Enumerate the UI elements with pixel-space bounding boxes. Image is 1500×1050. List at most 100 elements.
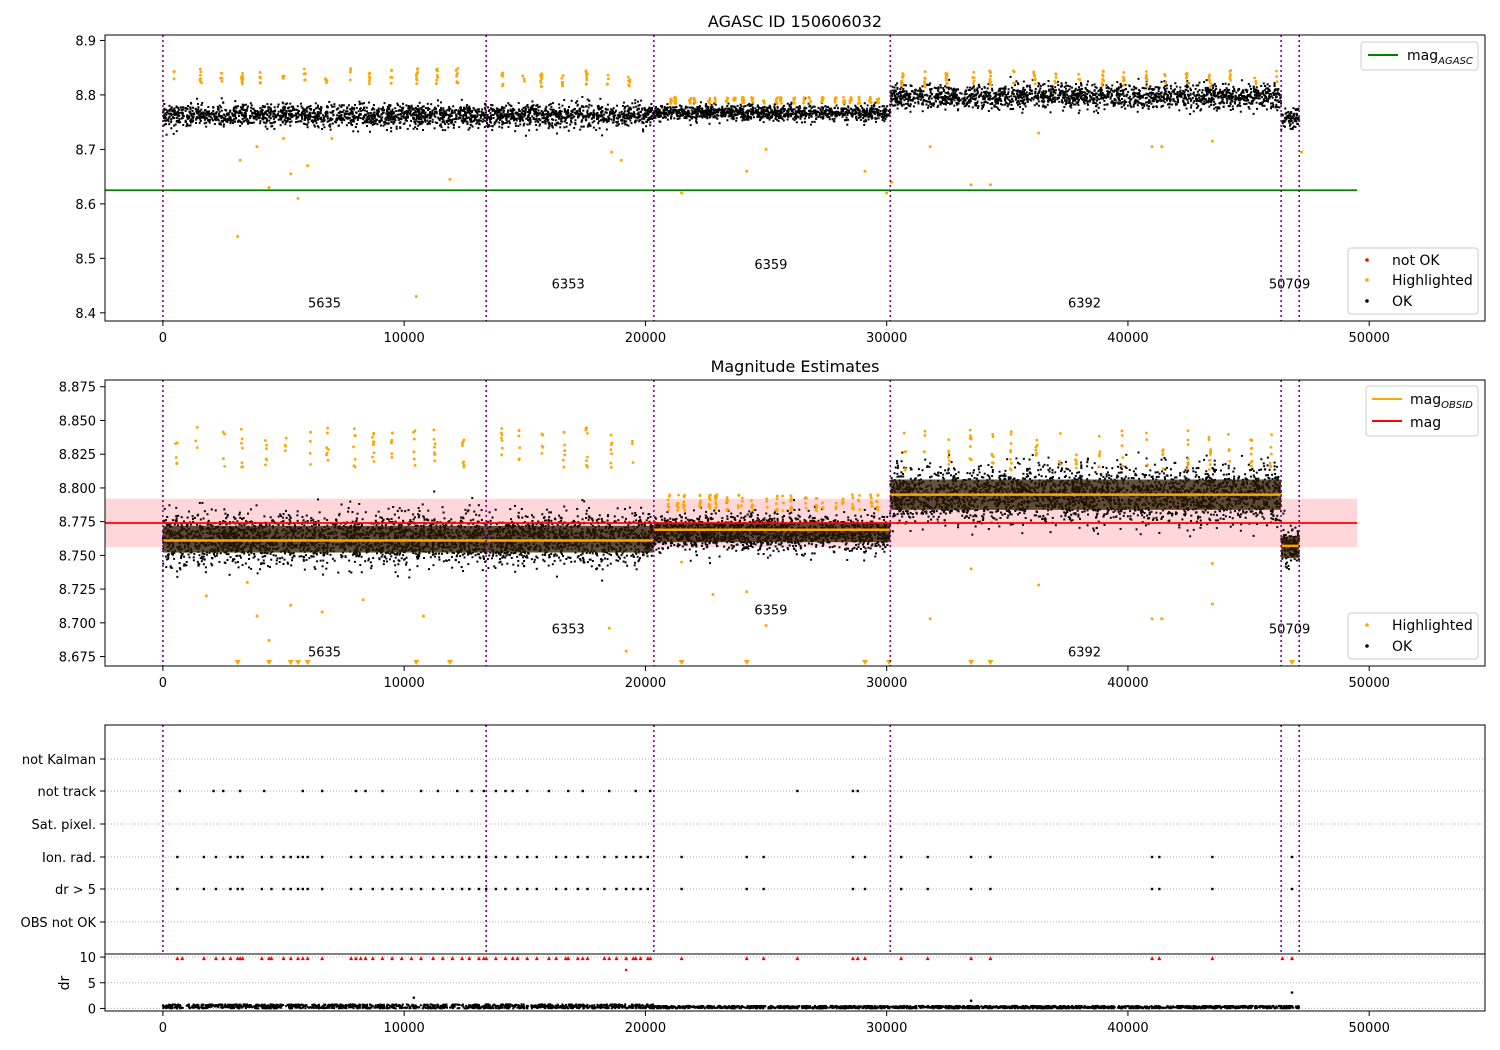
ok-point <box>637 115 640 118</box>
ok-point <box>198 110 201 113</box>
ok-point <box>232 119 235 122</box>
ok-point <box>467 128 470 131</box>
ok-point <box>540 114 543 117</box>
ok-point <box>737 111 740 114</box>
ok-point <box>1152 96 1155 99</box>
ok-point <box>783 115 786 118</box>
ok-point <box>1225 90 1228 93</box>
ok-point <box>922 90 925 93</box>
ok-point <box>772 113 775 116</box>
ok-point <box>881 113 884 116</box>
ok-point <box>576 104 579 107</box>
ok-point <box>550 105 553 108</box>
ok-point <box>350 112 353 115</box>
ok-point <box>470 117 473 120</box>
ok-point <box>382 108 385 111</box>
ok-point <box>1278 100 1281 103</box>
ok-point <box>569 114 572 117</box>
ok-point <box>751 110 754 113</box>
ok-point <box>167 117 170 120</box>
ok-point <box>1162 99 1165 102</box>
ok-point <box>267 106 270 109</box>
ok-point <box>314 102 317 105</box>
ok-point <box>452 105 455 108</box>
ok-point <box>531 108 534 111</box>
ok-point <box>539 112 542 115</box>
ok-point <box>817 106 820 109</box>
ok-point <box>655 114 658 117</box>
ok-point <box>286 102 289 105</box>
ok-point <box>1094 102 1097 105</box>
ok-point <box>847 118 850 121</box>
ok-point <box>710 106 713 109</box>
ok-point <box>614 109 617 112</box>
ok-point <box>239 124 242 127</box>
ok-point <box>989 95 992 98</box>
ok-point <box>494 112 497 115</box>
ok-point <box>387 119 390 122</box>
ok-point <box>733 110 736 113</box>
ok-point <box>346 110 349 113</box>
ok-point <box>1006 97 1009 100</box>
ok-point <box>724 114 727 117</box>
ok-point <box>851 108 854 111</box>
ok-point <box>229 116 232 119</box>
ok-point <box>506 111 509 114</box>
ok-point <box>345 112 348 115</box>
ok-point <box>302 122 305 125</box>
ok-point <box>209 118 212 121</box>
ok-point <box>1141 86 1144 89</box>
ok-point <box>282 109 285 112</box>
ok-point <box>1095 86 1098 89</box>
ok-point <box>623 115 626 118</box>
ok-point <box>1218 107 1221 110</box>
ok-point <box>363 120 366 123</box>
ok-point <box>457 110 460 113</box>
ok-point <box>385 112 388 115</box>
ok-point <box>706 112 709 115</box>
ok-point <box>882 111 885 114</box>
ok-point <box>286 118 289 121</box>
ok-point <box>440 126 443 129</box>
ok-point <box>1210 88 1213 91</box>
ok-point <box>307 113 310 116</box>
ok-point <box>569 123 572 126</box>
ok-point <box>980 107 983 110</box>
ok-point <box>548 104 551 107</box>
ok-point <box>792 113 795 116</box>
ok-point <box>610 112 613 115</box>
ok-point <box>936 94 939 97</box>
ok-point <box>1262 98 1265 101</box>
ok-point <box>889 91 892 94</box>
ok-point <box>929 82 932 85</box>
ok-point <box>451 109 454 112</box>
ok-point <box>535 110 538 113</box>
ok-point <box>692 112 695 115</box>
ok-point <box>458 126 461 129</box>
ok-point <box>910 84 913 87</box>
ok-point <box>215 111 218 114</box>
ok-point <box>450 112 453 115</box>
ok-point <box>1019 90 1022 93</box>
ok-point <box>749 110 752 113</box>
ok-point <box>416 109 419 112</box>
ok-point <box>1063 94 1066 97</box>
ok-point <box>1049 98 1052 101</box>
ok-point <box>649 117 652 120</box>
ok-point <box>514 122 517 125</box>
ok-point <box>942 97 945 100</box>
ok-point <box>795 111 798 114</box>
ok-point <box>422 105 425 108</box>
ok-point <box>326 106 329 109</box>
ok-point <box>897 95 900 98</box>
ok-point <box>610 118 613 121</box>
ok-point <box>498 108 501 111</box>
ok-point <box>382 124 385 127</box>
ok-point <box>865 119 868 122</box>
ok-point <box>1074 87 1077 90</box>
ok-point <box>388 116 391 119</box>
ok-point <box>498 111 501 114</box>
ok-point <box>1229 101 1232 104</box>
ok-point <box>196 112 199 115</box>
ok-point <box>835 110 838 113</box>
